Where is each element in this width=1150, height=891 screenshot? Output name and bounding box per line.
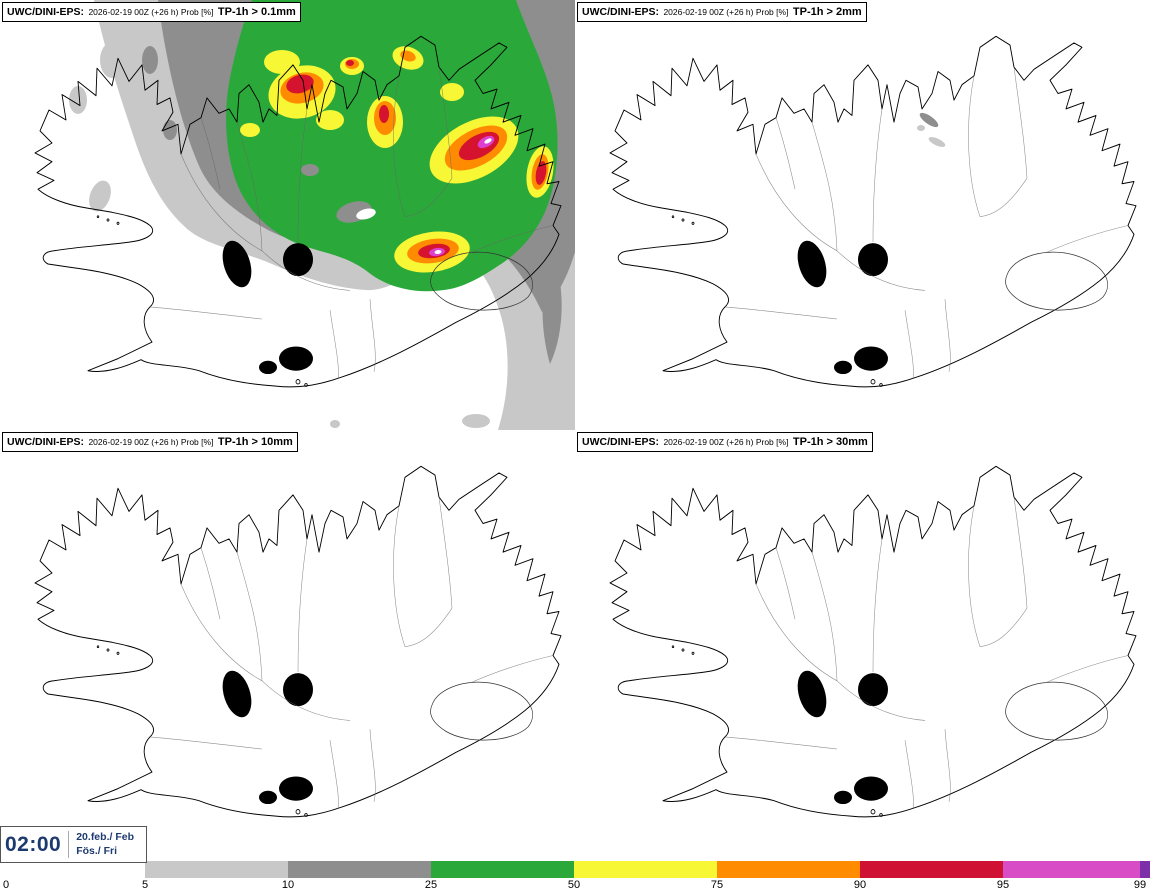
panel-title: UWC/DINI-EPS: 2026-02-19 00Z (+26 h) Pro… (577, 2, 867, 22)
model-label: UWC/DINI-EPS: (582, 6, 659, 18)
threshold-label: TP-1h > 30mm (792, 436, 868, 448)
legend-bar (0, 861, 1150, 878)
legend-tick: 0 (3, 879, 10, 891)
legend-segment-75-90 (717, 861, 860, 878)
panel-tp-2mm: UWC/DINI-EPS: 2026-02-19 00Z (+26 h) Pro… (575, 0, 1150, 430)
valid-day: Fös./ Fri (76, 844, 118, 857)
valid-date-block: 20.feb./ Feb Fös./ Fri (68, 830, 134, 859)
valid-time: 02:00 (5, 832, 62, 856)
threshold-label: TP-1h > 0.1mm (217, 6, 296, 18)
threshold-label: TP-1h > 2mm (792, 6, 862, 18)
legend-segment-99+ (1140, 861, 1150, 878)
legend-tick: 99 (1133, 879, 1147, 891)
probability-field (917, 110, 947, 149)
panel-tp-30mm: UWC/DINI-EPS: 2026-02-19 00Z (+26 h) Pro… (575, 430, 1150, 860)
panel-title: UWC/DINI-EPS: 2026-02-19 00Z (+26 h) Pro… (2, 2, 301, 22)
iceland-map-01mm (34, 0, 575, 430)
basemap (609, 35, 1137, 388)
basemap (609, 465, 1137, 818)
legend-tick: 90 (853, 879, 867, 891)
legend-segment-95-99 (1003, 861, 1140, 878)
legend-segment-90-95 (860, 861, 1003, 878)
legend-tick: 95 (996, 879, 1010, 891)
legend-tick: 50 (567, 879, 581, 891)
model-label: UWC/DINI-EPS: (7, 6, 84, 18)
legend-segment-10-25 (288, 861, 431, 878)
legend-tick: 10 (281, 879, 295, 891)
model-label: UWC/DINI-EPS: (582, 436, 659, 448)
valid-time-box: 02:00 20.feb./ Feb Fös./ Fri (0, 826, 147, 863)
threshold-label: TP-1h > 10mm (217, 436, 293, 448)
iceland-map-30mm (609, 465, 1137, 818)
legend-ticks: 0 5 10 25 50 75 90 95 99 (0, 879, 1150, 891)
panel-tp-10mm: UWC/DINI-EPS: 2026-02-19 00Z (+26 h) Pro… (0, 430, 575, 860)
legend-segment-5-10 (145, 861, 288, 878)
model-label: UWC/DINI-EPS: (7, 436, 84, 448)
legend-segment-25-50 (431, 861, 574, 878)
panel-title: UWC/DINI-EPS: 2026-02-19 00Z (+26 h) Pro… (2, 432, 298, 452)
panel-title: UWC/DINI-EPS: 2026-02-19 00Z (+26 h) Pro… (577, 432, 873, 452)
legend-tick: 5 (141, 879, 149, 891)
legend-footer: 0 5 10 25 50 75 90 95 99 (0, 860, 1150, 891)
run-label: 2026-02-19 00Z (+26 h) Prob [%] (88, 437, 214, 447)
basemap (34, 465, 562, 818)
map-grid: UWC/DINI-EPS: 2026-02-19 00Z (+26 h) Pro… (0, 0, 1150, 860)
legend-segment-50-75 (574, 861, 717, 878)
legend-tick: 75 (710, 879, 724, 891)
iceland-map-2mm (609, 35, 1137, 388)
iceland-map-10mm (34, 465, 562, 818)
run-label: 2026-02-19 00Z (+26 h) Prob [%] (663, 437, 789, 447)
panel-tp-01mm: UWC/DINI-EPS: 2026-02-19 00Z (+26 h) Pro… (0, 0, 575, 430)
probability-field (69, 0, 575, 430)
run-label: 2026-02-19 00Z (+26 h) Prob [%] (88, 7, 214, 17)
legend-tick: 25 (424, 879, 438, 891)
run-label: 2026-02-19 00Z (+26 h) Prob [%] (663, 7, 789, 17)
valid-date: 20.feb./ Feb (76, 830, 134, 843)
legend-segment-0-5 (0, 861, 145, 878)
